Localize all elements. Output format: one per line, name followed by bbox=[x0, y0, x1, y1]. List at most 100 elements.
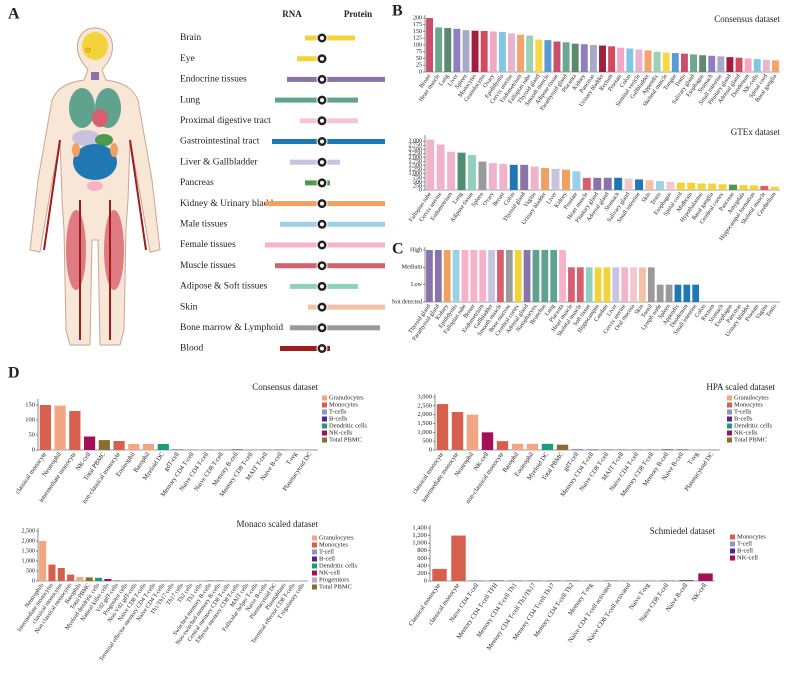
legend-label: Monocytes bbox=[737, 533, 766, 540]
bar bbox=[452, 250, 460, 302]
protein-bar bbox=[322, 76, 385, 82]
tissue-icon-dot bbox=[320, 325, 324, 330]
y-tick-label: 2,500 bbox=[22, 528, 36, 534]
legend-swatch bbox=[730, 555, 735, 561]
bar bbox=[562, 42, 570, 72]
bar bbox=[559, 250, 566, 302]
bar bbox=[451, 412, 464, 450]
chart-title: Consensus dataset bbox=[714, 14, 780, 24]
legend-swatch bbox=[312, 577, 317, 583]
protein-bar bbox=[322, 118, 358, 124]
bar bbox=[83, 436, 96, 450]
bar bbox=[584, 580, 599, 581]
x-tick-label: T-reg bbox=[687, 450, 701, 466]
bar bbox=[453, 28, 461, 72]
y-tick-label: 1,500 bbox=[22, 548, 36, 554]
tissue-icon-dot bbox=[320, 118, 324, 123]
protein-bar bbox=[322, 304, 385, 310]
tissue-icon-dot bbox=[320, 201, 324, 206]
bar bbox=[122, 580, 130, 581]
y-tick-label: 2,000 bbox=[409, 155, 423, 161]
x-tick-label: Skin bbox=[634, 303, 645, 315]
legend-label: Monocytes bbox=[734, 401, 763, 408]
tissue-label: Muscle tissues bbox=[180, 261, 236, 271]
bar bbox=[770, 186, 779, 190]
legend-label: B-cells bbox=[734, 415, 753, 422]
legend-label: B-cells bbox=[329, 415, 348, 422]
bar bbox=[541, 443, 554, 450]
bar bbox=[436, 404, 449, 450]
bar bbox=[497, 250, 504, 302]
y-tick-label: 100 bbox=[25, 416, 35, 423]
y-tick-label: 2,500 bbox=[409, 147, 423, 153]
legend-swatch bbox=[730, 541, 735, 547]
bar bbox=[201, 449, 214, 450]
bar bbox=[692, 284, 700, 302]
bar bbox=[674, 284, 682, 302]
rna-bar bbox=[280, 346, 322, 351]
tissue-label: Bone marrow & Lymphoid bbox=[180, 323, 283, 333]
thigh-right bbox=[104, 210, 124, 290]
legend-swatch bbox=[312, 584, 317, 590]
rna-bar bbox=[290, 325, 322, 331]
legend-swatch bbox=[322, 395, 327, 401]
tissue-icon-dot bbox=[320, 160, 324, 165]
bar bbox=[471, 30, 479, 72]
bar bbox=[644, 50, 652, 72]
protein-bar bbox=[322, 201, 385, 207]
bar bbox=[39, 405, 51, 450]
protein-bar bbox=[322, 139, 385, 144]
y-tick-label: Not detected bbox=[392, 299, 423, 305]
y-tick-label: 500 bbox=[26, 568, 35, 574]
liver bbox=[72, 130, 100, 146]
legend-swatch bbox=[727, 409, 732, 415]
tissue-label: Eye bbox=[180, 54, 195, 64]
tissue-label: Adipose & Soft tissues bbox=[180, 281, 268, 292]
bar bbox=[508, 33, 515, 72]
tissue-label: Pancreas bbox=[180, 178, 214, 188]
legend-label: Granulocytes bbox=[319, 534, 354, 541]
y-tick-label: 1,000 bbox=[412, 540, 427, 547]
bar bbox=[735, 57, 743, 72]
legend-label: Total PBMC bbox=[734, 436, 767, 443]
legend-label: NK-cell bbox=[319, 569, 340, 576]
bar bbox=[647, 267, 655, 302]
bar bbox=[461, 250, 469, 302]
bar bbox=[550, 250, 558, 302]
bar bbox=[535, 39, 543, 72]
rna-bar bbox=[275, 97, 322, 103]
legend-label: NK-cells bbox=[329, 429, 353, 436]
bar bbox=[645, 180, 654, 190]
bar bbox=[231, 449, 243, 450]
legend-label: Dendritic cells bbox=[734, 422, 773, 429]
bar bbox=[744, 58, 752, 72]
rna-bar bbox=[305, 180, 322, 186]
bar bbox=[565, 580, 580, 581]
bar bbox=[594, 267, 602, 302]
bar bbox=[526, 35, 534, 72]
rna-bar bbox=[280, 221, 322, 227]
bar bbox=[128, 444, 140, 450]
y-tick-label: 200 bbox=[417, 570, 427, 577]
bar bbox=[662, 52, 670, 72]
bar bbox=[762, 59, 770, 72]
rna-bar bbox=[287, 76, 322, 82]
y-tick-label: 50 bbox=[29, 431, 36, 438]
bar bbox=[488, 163, 497, 190]
tissue-label: Liver & Gallbladder bbox=[180, 157, 258, 167]
bar bbox=[699, 55, 707, 72]
y-tick-label: 150 bbox=[413, 29, 422, 35]
bar bbox=[514, 250, 522, 302]
y-tick-label: 1,400 bbox=[412, 524, 427, 531]
kidney-left bbox=[72, 143, 80, 157]
x-tick-label: T-reg bbox=[285, 450, 299, 466]
tissue-icon-dot bbox=[320, 243, 324, 247]
bar bbox=[489, 580, 504, 581]
legend-label: NK-cells bbox=[734, 429, 758, 436]
y-tick-label: 250 bbox=[413, 183, 422, 189]
eye bbox=[85, 47, 91, 53]
bar bbox=[468, 155, 476, 190]
bar bbox=[509, 164, 518, 190]
tissue-icon-dot bbox=[320, 139, 324, 144]
y-tick-label: 0 bbox=[32, 578, 35, 584]
